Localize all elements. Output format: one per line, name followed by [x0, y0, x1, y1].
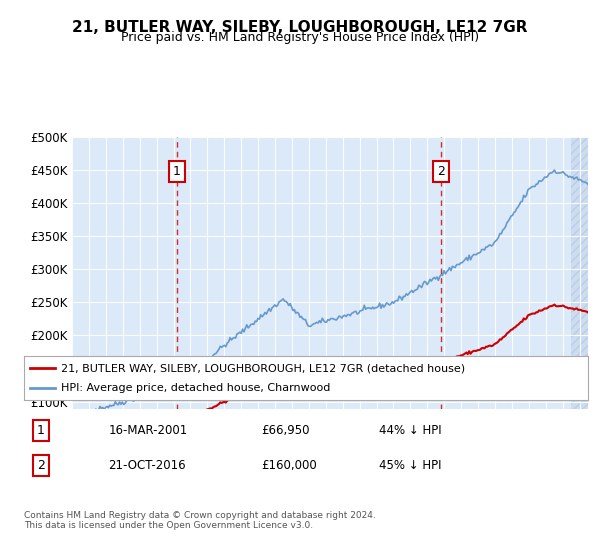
Text: 44% ↓ HPI: 44% ↓ HPI [379, 424, 442, 437]
Text: 2: 2 [437, 165, 445, 178]
Text: 1: 1 [37, 424, 45, 437]
Text: Price paid vs. HM Land Registry's House Price Index (HPI): Price paid vs. HM Land Registry's House … [121, 31, 479, 44]
Text: 21-OCT-2016: 21-OCT-2016 [109, 459, 186, 472]
Text: £66,950: £66,950 [261, 424, 310, 437]
Text: 2: 2 [37, 459, 45, 472]
Text: HPI: Average price, detached house, Charnwood: HPI: Average price, detached house, Char… [61, 383, 330, 393]
Text: 45% ↓ HPI: 45% ↓ HPI [379, 459, 442, 472]
Text: Contains HM Land Registry data © Crown copyright and database right 2024.
This d: Contains HM Land Registry data © Crown c… [24, 511, 376, 530]
Text: 21, BUTLER WAY, SILEBY, LOUGHBOROUGH, LE12 7GR: 21, BUTLER WAY, SILEBY, LOUGHBOROUGH, LE… [72, 20, 528, 35]
Text: 16-MAR-2001: 16-MAR-2001 [109, 424, 188, 437]
Text: 1: 1 [173, 165, 181, 178]
Text: £160,000: £160,000 [261, 459, 317, 472]
Text: 21, BUTLER WAY, SILEBY, LOUGHBOROUGH, LE12 7GR (detached house): 21, BUTLER WAY, SILEBY, LOUGHBOROUGH, LE… [61, 363, 465, 373]
